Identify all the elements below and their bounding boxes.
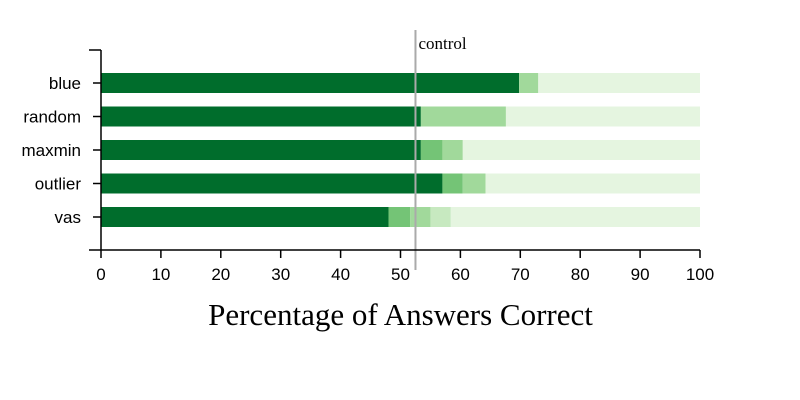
bars-group — [101, 73, 700, 227]
x-tick-label-100: 100 — [686, 265, 714, 284]
x-tick-label-90: 90 — [631, 265, 650, 284]
bar-segment-blue-1 — [519, 73, 539, 93]
bar-segment-blue-4 — [538, 73, 700, 93]
bar-segment-vas-3 — [430, 207, 451, 227]
x-axis-title: Percentage of Answers Correct — [208, 297, 593, 332]
x-tick-label-20: 20 — [211, 265, 230, 284]
control-reference-label: control — [418, 34, 466, 53]
x-tick-label-0: 0 — [96, 265, 105, 284]
bar-segment-maxmin-2 — [442, 140, 463, 160]
x-tick-label-50: 50 — [391, 265, 410, 284]
bar-segment-outlier-4 — [485, 173, 700, 194]
x-tick-label-40: 40 — [331, 265, 350, 284]
x-tick-label-60: 60 — [451, 265, 470, 284]
y-axis: blue random maxmin outlier vas — [21, 49, 102, 251]
x-tick-label-80: 80 — [571, 265, 590, 284]
bar-segment-outlier-1 — [442, 173, 463, 194]
bar-segment-random-4 — [505, 106, 700, 127]
x-tick-label-30: 30 — [271, 265, 290, 284]
y-tick-label-random: random — [23, 108, 81, 127]
y-tick-label-blue: blue — [49, 74, 81, 93]
x-tick-label-10: 10 — [151, 265, 170, 284]
bar-segment-vas-1 — [388, 207, 411, 227]
bar-segment-maxmin-4 — [462, 140, 700, 160]
x-axis: 0 10 20 30 40 50 60 70 80 90 100 — [96, 249, 714, 284]
y-tick-label-maxmin: maxmin — [21, 141, 81, 160]
bar-segment-outlier-2 — [462, 173, 486, 194]
bar-segment-random-0 — [101, 106, 421, 127]
y-tick-label-outlier: outlier — [35, 175, 82, 194]
bar-segment-random-1 — [420, 106, 506, 127]
bar-segment-blue-0 — [101, 73, 520, 93]
y-tick-label-vas: vas — [55, 208, 81, 227]
x-tick-label-70: 70 — [511, 265, 530, 284]
bar-segment-maxmin-0 — [101, 140, 421, 160]
bar-segment-vas-4 — [450, 207, 700, 227]
bar-segment-vas-0 — [101, 207, 389, 227]
bar-segment-outlier-0 — [101, 173, 443, 194]
bar-segment-vas-2 — [410, 207, 431, 227]
bar-segment-maxmin-1 — [420, 140, 443, 160]
